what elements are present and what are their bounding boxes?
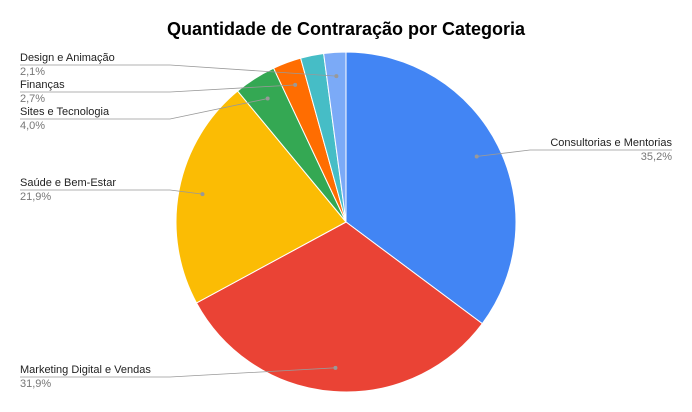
- slice-label: Saúde e Bem-Estar: [20, 177, 116, 189]
- slice-label: Consultorias e Mentorias: [550, 137, 672, 149]
- leader-dot: [333, 365, 338, 370]
- slice-value-label: 2,7%: [20, 93, 45, 105]
- slice-value-label: 2,1%: [20, 66, 45, 78]
- leader-line: [20, 64, 337, 77]
- slice-value-label: 31,9%: [20, 378, 51, 390]
- leader-line: [20, 367, 336, 378]
- leader-dot: [474, 154, 479, 159]
- slice-label: Sites e Tecnologia: [20, 106, 110, 118]
- leader-line: [476, 149, 672, 157]
- slice-label: Finanças: [20, 79, 65, 91]
- slice-value-label: 4,0%: [20, 120, 45, 132]
- leader-line: [20, 84, 296, 93]
- chart-title: Quantidade de Contraração por Categoria: [167, 19, 526, 39]
- slice-label: Design e Animação: [20, 52, 115, 64]
- leader-dot: [334, 74, 339, 79]
- leader-line: [20, 98, 268, 120]
- slice-label: Marketing Digital e Vendas: [20, 364, 151, 376]
- slice-value-label: 21,9%: [20, 191, 51, 203]
- leader-line: [20, 189, 203, 195]
- leader-dot: [200, 192, 205, 197]
- pie-slice: [323, 51, 347, 223]
- slice-value-label: 35,2%: [641, 151, 672, 163]
- leader-dot: [293, 82, 298, 87]
- pie-slice: [345, 51, 517, 325]
- leader-dot: [265, 96, 270, 101]
